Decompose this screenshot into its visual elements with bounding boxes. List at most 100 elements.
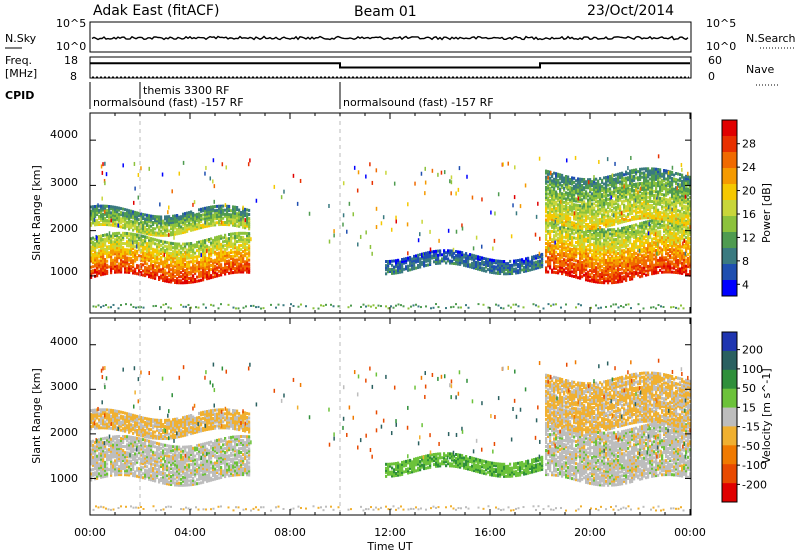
power-cell <box>170 252 172 255</box>
power-cell <box>224 213 226 216</box>
power-cell <box>609 232 611 235</box>
power-cell <box>681 250 683 253</box>
power-cell <box>567 253 569 256</box>
power-cell <box>671 256 673 259</box>
power-cell <box>475 255 477 258</box>
power-cell <box>673 248 675 251</box>
power-cell <box>595 210 597 213</box>
power-cell <box>649 242 651 245</box>
power-cell <box>599 273 601 276</box>
power-cell <box>196 241 198 244</box>
power-cell <box>663 271 665 274</box>
power-cell <box>190 223 192 226</box>
power-cell <box>657 259 659 262</box>
power-cell <box>106 209 108 212</box>
power-cell <box>601 257 603 260</box>
power-cell <box>214 251 216 254</box>
power-cell <box>136 264 138 267</box>
power-cell <box>613 200 615 203</box>
power-cell <box>605 259 607 262</box>
power-cell <box>94 205 96 208</box>
power-cell <box>609 243 611 246</box>
power-cell <box>244 238 246 241</box>
power-cell <box>188 211 190 214</box>
power-cell <box>577 248 579 251</box>
power-cell <box>565 259 567 262</box>
power-cell <box>483 257 485 260</box>
power-cell <box>228 259 230 262</box>
power-cell <box>563 187 565 190</box>
power-cell <box>403 258 405 261</box>
power-cell <box>563 177 565 180</box>
power-cell <box>212 239 214 242</box>
power-cell <box>627 244 629 247</box>
power-cell <box>467 255 469 258</box>
power-cell <box>563 236 565 239</box>
power-cell <box>629 231 631 234</box>
power-cell <box>589 279 591 282</box>
power-cell <box>675 269 677 272</box>
power-cell <box>196 255 198 258</box>
power-cell <box>643 221 645 224</box>
power-cell <box>200 279 202 282</box>
power-cell <box>685 259 687 262</box>
power-cell <box>417 264 419 267</box>
power-cell <box>170 268 172 271</box>
power-cell <box>158 276 160 279</box>
power-cell <box>617 228 619 231</box>
power-cell <box>154 238 156 241</box>
power-cell <box>615 250 617 253</box>
power-cell <box>248 244 250 247</box>
power-cell <box>455 254 457 257</box>
power-cell <box>196 276 198 279</box>
power-cell <box>661 271 663 274</box>
power-cell <box>425 252 427 255</box>
power-cell <box>557 214 559 217</box>
power-cell <box>142 221 144 224</box>
power-cell <box>631 253 633 256</box>
power-cell <box>174 231 176 234</box>
power-cell <box>182 227 184 230</box>
power-cell <box>619 180 621 183</box>
power-cell <box>573 203 575 206</box>
power-cell <box>218 235 220 238</box>
power-cell <box>625 250 627 253</box>
power-cell <box>98 249 100 252</box>
power-cell <box>232 232 234 235</box>
power-cell <box>635 252 637 255</box>
power-cell <box>242 236 244 239</box>
power-cell <box>565 247 567 250</box>
power-cell <box>138 222 140 225</box>
power-cell <box>130 257 132 260</box>
power-cell <box>607 194 609 197</box>
power-cell <box>226 266 228 269</box>
power-cell <box>118 213 120 216</box>
power-cell <box>551 230 553 233</box>
power-cell <box>549 222 551 225</box>
power-cell <box>463 260 465 263</box>
power-cell <box>168 242 170 245</box>
power-cell <box>198 279 200 282</box>
freq-trace <box>90 63 690 67</box>
power-cell <box>551 269 553 272</box>
power-cell <box>220 243 222 246</box>
power-cell <box>615 173 617 176</box>
power-cell <box>232 236 234 239</box>
power-cell <box>248 213 250 216</box>
power-cell <box>659 269 661 272</box>
power-cell <box>601 242 603 245</box>
power-cell <box>637 215 639 218</box>
power-cell <box>212 214 214 217</box>
power-cell <box>597 218 599 221</box>
power-cell <box>98 209 100 212</box>
power-cell <box>597 279 599 282</box>
power-cell <box>573 236 575 239</box>
power-cell <box>242 264 244 267</box>
power-cell <box>174 275 176 278</box>
power-cell <box>206 257 208 260</box>
power-cell <box>571 248 573 251</box>
power-cell <box>665 236 667 239</box>
power-cell <box>605 209 607 212</box>
power-cell <box>106 233 108 236</box>
power-cell <box>577 212 579 215</box>
